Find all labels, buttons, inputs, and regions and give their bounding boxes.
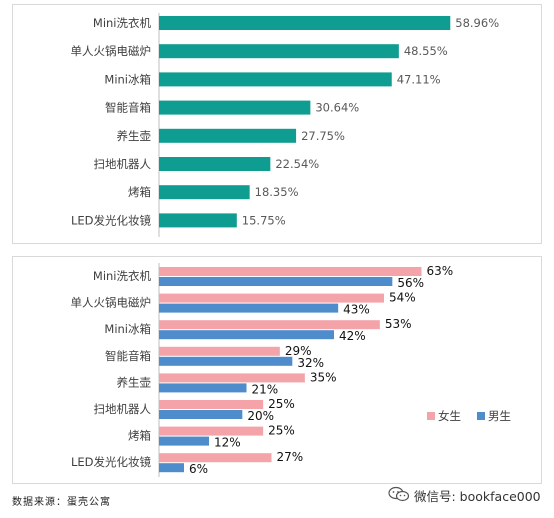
bar-female <box>159 400 264 409</box>
bar-male <box>159 330 334 340</box>
category-label: 养生壶 <box>117 375 152 389</box>
category-label: Mini冰箱 <box>104 322 151 336</box>
category-label: 烤箱 <box>128 429 151 443</box>
value-label: 27.75% <box>301 129 345 143</box>
bar-male <box>159 463 184 473</box>
bar <box>159 72 392 87</box>
legend-swatch <box>477 412 485 420</box>
value-label: 47.11% <box>397 72 441 86</box>
bar-female <box>159 373 305 383</box>
bar <box>159 213 237 228</box>
bar-female <box>159 426 264 436</box>
value-label-female: 25% <box>268 424 295 438</box>
value-label-female: 54% <box>389 291 416 305</box>
bar-female <box>159 293 384 303</box>
category-label: 烤箱 <box>128 185 151 199</box>
bar-chart-overall: Mini洗衣机 58.96% 单人火锅电磁炉 48.55% Mini冰箱 47.11% 智能… <box>71 13 499 237</box>
value-label-female: 35% <box>310 370 337 384</box>
value-label: 18.35% <box>255 185 299 199</box>
value-label-female: 27% <box>277 450 304 464</box>
source-note: 数据来源：蛋壳公寓 <box>12 497 111 508</box>
value-label-female: 63% <box>427 264 454 278</box>
category-label: 智能音箱 <box>105 349 151 363</box>
bar <box>159 16 451 30</box>
value-label: 15.75% <box>242 213 286 227</box>
value-label-male: 32% <box>297 356 324 370</box>
bar-chart-by-gender: Mini洗衣机 63%56% 单人火锅电磁炉 54% 43% Mini冰箱 53% 42% 智能… <box>71 263 511 477</box>
bar-male <box>159 303 339 313</box>
category-label: 单人火锅电磁炉 <box>71 44 152 58</box>
bar <box>159 185 250 200</box>
category-label: 扫地机器人 <box>94 157 152 171</box>
chart-panel-gender: Mini洗衣机 63% 56% 单人火锅电磁炉 54% 43% Mini冰箱 53% 42% 智能… <box>12 256 542 484</box>
bar-female <box>159 320 380 330</box>
category-label: LED发光化妆镜 <box>71 213 152 227</box>
value-label-female: 53% <box>385 317 412 331</box>
category-label: Mini洗衣机 <box>93 16 152 30</box>
watermark-text: 微信号: bookface000 <box>414 489 541 504</box>
bar <box>159 128 297 143</box>
value-label-male: 21% <box>252 382 279 396</box>
wechat-logo-icon <box>388 486 410 504</box>
bar-female <box>159 267 422 276</box>
value-label-female: 25% <box>268 397 295 411</box>
value-label-male: 43% <box>343 303 370 317</box>
legend-swatch <box>427 412 435 420</box>
chart-panel-overall: Mini洗衣机 58.96% 单人火锅电磁炉 48.55% Mini冰箱 47.11% 智能… <box>12 4 542 244</box>
bar-female <box>159 346 280 356</box>
bar <box>159 100 311 115</box>
category-label: 养生壶 <box>117 129 152 143</box>
category-label: Mini洗衣机 <box>93 269 152 283</box>
bar-male <box>159 436 209 446</box>
value-label: 48.55% <box>404 44 448 58</box>
value-label: 30.64% <box>315 101 359 115</box>
value-label: 58.96% <box>455 16 499 30</box>
bar-male <box>159 410 243 419</box>
category-label: 扫地机器人 <box>94 402 152 416</box>
watermark: 微信号: bookface000 <box>388 486 541 505</box>
value-label-male: 20% <box>247 409 274 423</box>
bar-female <box>159 453 272 463</box>
legend-label: 男生 <box>488 409 511 423</box>
value-label-male: 12% <box>214 436 241 450</box>
value-label-female: 29% <box>285 344 312 358</box>
category-label: 单人火锅电磁炉 <box>71 296 152 310</box>
category-label: Mini冰箱 <box>104 72 151 86</box>
bar-male <box>159 356 293 366</box>
category-label: 智能音箱 <box>105 101 151 115</box>
value-label-male: 56% <box>397 276 424 290</box>
bar <box>159 157 271 171</box>
bar-male <box>159 277 393 286</box>
value-label-male: 42% <box>339 329 366 343</box>
category-label: LED发光化妆镜 <box>71 455 152 469</box>
value-label-male: 6% <box>189 462 208 476</box>
bar-male <box>159 383 247 393</box>
value-label: 22.54% <box>275 157 319 171</box>
bar <box>159 44 399 59</box>
legend-label: 女生 <box>438 409 461 423</box>
